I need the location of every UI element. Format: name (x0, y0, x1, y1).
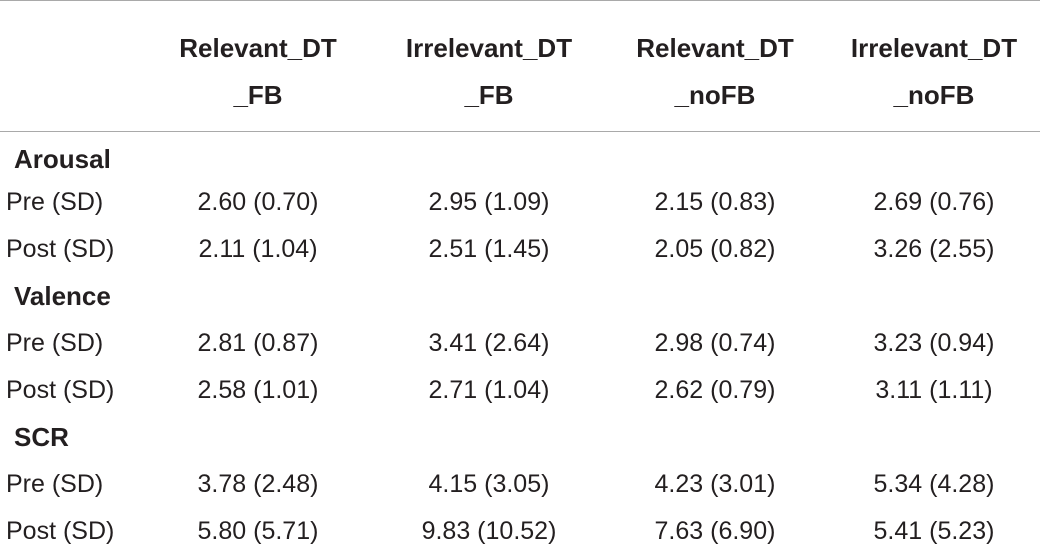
table-cell: 2.62 (0.79) (654, 376, 776, 404)
header-line: _FB (464, 80, 514, 110)
table-cell: 3.41 (2.64) (428, 329, 550, 357)
section-title: SCR (14, 422, 69, 452)
row-label: Post (SD) (6, 235, 115, 263)
table-cell: 3.78 (2.48) (197, 470, 319, 498)
table-cell: 2.15 (0.83) (654, 188, 776, 216)
row-label: Pre (SD) (6, 188, 104, 216)
table-cell: 2.69 (0.76) (873, 188, 995, 216)
table-cell: 2.05 (0.82) (654, 235, 776, 263)
row-label: Pre (SD) (6, 470, 104, 498)
table-cell: 2.95 (1.09) (428, 188, 550, 216)
header-line: _noFB (674, 80, 756, 110)
table-cell: 5.41 (5.23) (873, 517, 995, 545)
row-label: Post (SD) (6, 517, 115, 545)
table-cell: 2.71 (1.04) (428, 376, 550, 404)
section-row-valence: Valence (0, 273, 1040, 320)
table-row: Post (SD) 2.58 (1.01) 2.71 (1.04) 2.62 (… (0, 367, 1040, 414)
table-row: Post (SD) 5.80 (5.71) 9.83 (10.52) 7.63 … (0, 508, 1040, 555)
header-cell-relevant-dt-nofb: Relevant_DT _noFB (602, 5, 828, 132)
table-row: Pre (SD) 2.60 (0.70) 2.95 (1.09) 2.15 (0… (0, 179, 1040, 226)
table-cell: 5.80 (5.71) (197, 517, 319, 545)
row-label: Pre (SD) (6, 329, 104, 357)
table-cell: 2.58 (1.01) (197, 376, 319, 404)
header-line: Irrelevant_DT (850, 33, 1018, 63)
table-cell: 2.81 (0.87) (197, 329, 319, 357)
header-cell-irrelevant-dt-nofb: Irrelevant_DT _noFB (828, 5, 1040, 132)
table-row: Pre (SD) 2.81 (0.87) 3.41 (2.64) 2.98 (0… (0, 320, 1040, 367)
table-cell: 2.98 (0.74) (654, 329, 776, 357)
table-cell: 3.11 (1.11) (875, 376, 993, 404)
section-title: Valence (14, 281, 111, 311)
table-cell: 9.83 (10.52) (421, 517, 557, 545)
table-cell: 3.23 (0.94) (873, 329, 995, 357)
table-row: Pre (SD) 3.78 (2.48) 4.15 (3.05) 4.23 (3… (0, 461, 1040, 508)
table-cell: 2.11 (1.04) (198, 235, 318, 263)
header-line: Relevant_DT (636, 33, 794, 63)
header-line: Relevant_DT (179, 33, 337, 63)
header-line: _FB (233, 80, 283, 110)
header-cell-irrelevant-dt-fb: Irrelevant_DT _FB (376, 5, 602, 132)
table-cell: 4.23 (3.01) (654, 470, 776, 498)
table-header: Relevant_DT _FB Irrelevant_DT _FB Releva… (0, 0, 1040, 132)
header-cell-relevant-dt-fb: Relevant_DT _FB (140, 5, 376, 132)
table-cell: 5.34 (4.28) (873, 470, 995, 498)
section-title: Arousal (14, 144, 111, 174)
row-label: Post (SD) (6, 376, 115, 404)
table-row: Post (SD) 2.11 (1.04) 2.51 (1.45) 2.05 (… (0, 226, 1040, 273)
section-row-scr: SCR (0, 414, 1040, 461)
table-cell: 2.51 (1.45) (428, 235, 550, 263)
section-row-arousal: Arousal (0, 132, 1040, 180)
table-body: Arousal Pre (SD) 2.60 (0.70) 2.95 (1.09)… (0, 132, 1040, 556)
header-row: Relevant_DT _FB Irrelevant_DT _FB Releva… (0, 5, 1040, 132)
header-line: _noFB (893, 80, 975, 110)
table-cell: 3.26 (2.55) (873, 235, 995, 263)
header-line: Irrelevant_DT (405, 33, 573, 63)
header-cell-empty (0, 5, 140, 132)
table-cell: 7.63 (6.90) (654, 517, 776, 545)
table-cell: 2.60 (0.70) (197, 188, 319, 216)
table-cell: 4.15 (3.05) (428, 470, 550, 498)
